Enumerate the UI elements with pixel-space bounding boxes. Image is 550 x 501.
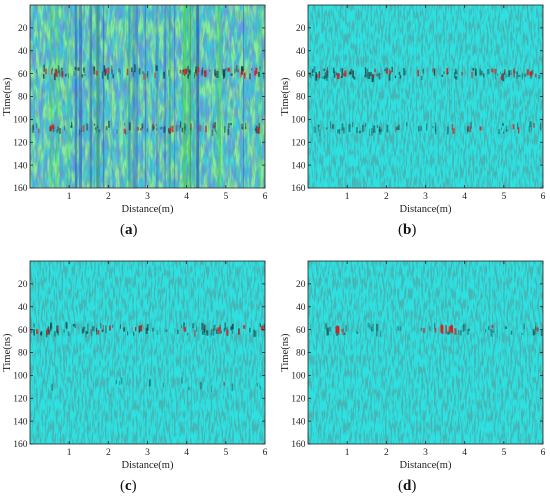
y-tick-label: 60	[296, 326, 306, 336]
x-axis-label: Distance(m)	[122, 204, 174, 215]
y-axis-label: Time(ns)	[280, 77, 291, 116]
y-tick-label: 60	[18, 326, 28, 336]
x-tick-label: 6	[263, 192, 268, 202]
heatmap-image	[30, 261, 265, 444]
y-tick-label: 20	[296, 280, 306, 290]
y-tick-label: 80	[296, 349, 306, 359]
x-tick-label: 6	[541, 192, 546, 202]
chart-panel-b: 1 2 3 4 5 6 20 40 60 80 100 120 140 160 Distance(m) Tim…	[280, 4, 546, 215]
y-axis-label: Time(ns)	[2, 77, 13, 116]
x-axis-label: Distance(m)	[400, 204, 452, 215]
x-tick-label: 1	[345, 448, 350, 458]
y-tick-label: 40	[296, 47, 306, 57]
heatmap-image	[308, 5, 543, 188]
y-tick-label: 20	[296, 24, 306, 34]
x-tick-label: 1	[345, 192, 350, 202]
x-tick-label: 5	[223, 192, 228, 202]
y-tick-label: 80	[18, 93, 28, 103]
y-tick-label: 100	[13, 116, 28, 126]
y-tick-label: 100	[291, 116, 306, 126]
x-tick-label: 1	[67, 448, 72, 458]
x-tick-label: 5	[501, 448, 506, 458]
y-tick-label: 120	[13, 138, 28, 148]
x-tick-label: 4	[184, 192, 189, 202]
y-axis-label: Time(ns)	[280, 333, 291, 372]
x-axis-label: Distance(m)	[122, 460, 174, 471]
x-tick-label: 4	[184, 448, 189, 458]
x-tick-label: 5	[501, 192, 506, 202]
y-tick-label: 160	[291, 440, 306, 450]
chart-panel-d: 1 2 3 4 5 6 20 40 60 80 100 120 140 160 Distance(m) Tim…	[280, 260, 546, 471]
chart-panel-a: 1 2 3 4 5 6 20 40 60 80 100 120 140 160 Distance(m) Tim…	[2, 4, 268, 215]
x-tick-label: 5	[223, 448, 228, 458]
x-tick-label: 3	[423, 448, 428, 458]
y-tick-label: 120	[291, 394, 306, 404]
y-tick-label: 20	[18, 24, 28, 34]
y-tick-label: 120	[291, 138, 306, 148]
y-axis-label: Time(ns)	[2, 333, 13, 372]
y-tick-label: 40	[296, 303, 306, 313]
y-tick-label: 140	[13, 161, 28, 171]
chart-panel-c: 1 2 3 4 5 6 20 40 60 80 100 120 140 160 Distance(m) Tim…	[2, 260, 268, 471]
x-tick-label: 2	[106, 448, 111, 458]
y-tick-label: 100	[291, 372, 306, 382]
panel-label-b: (b)	[398, 222, 417, 238]
x-tick-label: 3	[423, 192, 428, 202]
panel-label-d: (d)	[398, 478, 417, 494]
x-tick-label: 3	[145, 192, 150, 202]
y-tick-label: 140	[291, 417, 306, 427]
x-tick-label: 6	[541, 448, 546, 458]
x-tick-label: 4	[462, 448, 467, 458]
x-axis-label: Distance(m)	[400, 460, 452, 471]
x-tick-label: 2	[384, 448, 389, 458]
heatmap-image	[308, 261, 543, 444]
y-tick-label: 20	[18, 280, 28, 290]
y-tick-label: 40	[18, 303, 28, 313]
y-tick-label: 140	[13, 417, 28, 427]
y-tick-label: 140	[291, 161, 306, 171]
y-tick-label: 40	[18, 47, 28, 57]
y-tick-label: 160	[291, 184, 306, 194]
panel-label-c: (c)	[120, 478, 137, 494]
y-tick-label: 60	[18, 70, 28, 80]
x-tick-label: 2	[384, 192, 389, 202]
x-tick-label: 6	[263, 448, 268, 458]
x-tick-label: 4	[462, 192, 467, 202]
y-tick-label: 60	[296, 70, 306, 80]
y-tick-label: 80	[18, 349, 28, 359]
y-tick-label: 160	[13, 440, 28, 450]
x-tick-label: 2	[106, 192, 111, 202]
y-tick-label: 100	[13, 372, 28, 382]
y-tick-label: 80	[296, 93, 306, 103]
y-tick-label: 120	[13, 394, 28, 404]
panel-label-a: (a)	[120, 222, 138, 238]
y-tick-label: 160	[13, 184, 28, 194]
heatmap-image	[30, 5, 265, 188]
x-tick-label: 3	[145, 448, 150, 458]
x-tick-label: 1	[67, 192, 72, 202]
